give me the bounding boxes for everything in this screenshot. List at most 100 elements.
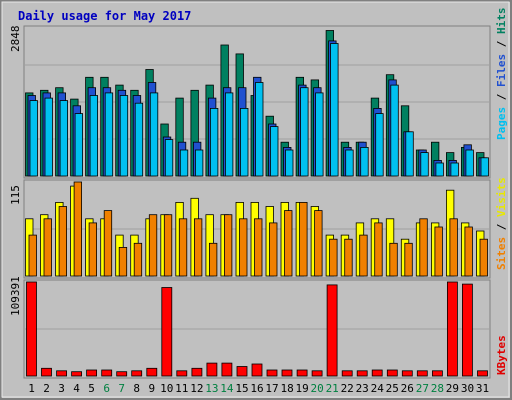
kbytes-bar-day-12 [191,367,203,377]
pages-bar-day-30 [465,149,474,177]
sites-bar-day-16 [254,218,263,277]
sites-bar-day-24 [374,222,383,277]
pages-bar-day-8 [134,102,144,177]
kbytes-bar-day-16 [251,363,263,377]
pages-bar-day-12 [194,149,204,177]
kbytes-bar-day-29 [446,281,458,377]
kbytes-max-label: 109391 [9,276,22,316]
kbytes-bar-day-4 [71,371,82,377]
day-label-24: 24 [371,382,385,395]
day-label-26: 26 [401,382,414,395]
hits-side-label-segment: Files [495,54,508,87]
sites-bar-day-12 [193,218,203,277]
pages-bar-day-19 [300,87,309,177]
pages-bar-day-3 [59,100,68,177]
pages-bar-day-23 [360,146,369,177]
sites-bar-day-14 [223,214,233,277]
day-label-2: 2 [43,382,50,395]
visits-side-label-segment: Visits [495,177,508,217]
pages-bar-day-26 [405,131,414,177]
day-label-31: 31 [476,382,489,395]
kbytes-bar-day-5 [86,369,97,377]
pages-bar-day-16 [255,82,264,177]
day-label-4: 4 [73,382,80,395]
pages-bar-day-21 [330,43,339,177]
day-label-21: 21 [326,382,339,395]
kbytes-bar-day-25 [386,369,398,377]
pages-bar-day-2 [44,97,53,177]
day-label-28: 28 [431,382,444,395]
kbytes-bar-day-19 [296,369,308,377]
kbytes-bar-day-8 [131,370,143,377]
kbytes-bar-day-2 [41,367,52,377]
day-label-9: 9 [148,382,155,395]
sites-bar-day-1 [28,234,37,277]
kbytes-side-label: KBytes [495,335,508,375]
sites-bar-day-19 [299,201,308,277]
pages-bar-day-20 [315,92,324,177]
sites-bar-day-23 [359,234,368,277]
kbytes-bar-day-24 [371,369,383,377]
kbytes-bar-day-13 [206,362,218,377]
day-label-19: 19 [295,382,308,395]
kbytes-bar-day-11 [176,370,188,377]
day-label-23: 23 [356,382,369,395]
visits-max-label: 115 [9,185,22,205]
pages-bar-day-17 [270,126,279,177]
chart-title: Daily usage for May 2017 [18,9,191,23]
pages-bar-day-1 [29,100,38,177]
kbytes-bar-day-23 [356,370,368,377]
hits-side-label: Pages / Files / Hits [495,8,508,141]
sites-bar-day-22 [344,238,353,277]
day-label-15: 15 [235,382,248,395]
pages-bar-day-9 [149,92,159,177]
pages-bar-day-24 [375,113,384,177]
sites-bar-day-5 [88,222,97,277]
kbytes-bar-day-31 [477,370,488,377]
pages-bar-day-29 [450,162,459,177]
sites-bar-day-27 [419,218,428,277]
side-labels: Pages / Files / Hits Sites / Visits KBytes [495,8,508,376]
x-axis-labels: 1 2 3 4 5 6 7 8 9 10 11 12 13 14 15 16 17 18 19 20 21 22 23 24 2… [28,382,489,395]
sites-bar-day-29 [449,218,458,277]
kbytes-bar-day-30 [461,283,473,377]
kbytes-bar-day-10 [161,287,173,377]
pages-bar-day-5 [89,95,98,177]
kbytes-bar-day-20 [311,370,323,377]
pages-bar-day-6 [104,92,114,177]
pages-bar-day-4 [74,113,83,177]
day-label-5: 5 [88,382,95,395]
hits-max-label: 2848 [9,26,22,53]
day-label-8: 8 [133,382,140,395]
day-label-10: 10 [160,382,173,395]
kbytes-bar-day-28 [431,370,443,377]
bars [25,30,489,377]
kbytes-bar-day-14 [221,362,233,377]
kbytes-bar-day-3 [56,370,67,377]
hits-side-label-segment: / [495,34,508,54]
day-label-3: 3 [58,382,65,395]
pages-bar-day-15 [240,108,249,177]
kbytes-bar-day-27 [416,370,428,377]
kbytes-bar-day-17 [266,369,278,377]
pages-bar-day-7 [119,95,129,177]
kbytes-bar-day-6 [101,369,113,377]
visits-side-label-segment: Sites [495,237,508,270]
pages-bar-day-31 [480,157,489,177]
sites-bar-day-15 [239,218,248,277]
sites-bar-day-9 [148,214,158,277]
day-label-17: 17 [265,382,278,395]
sites-bar-day-6 [103,210,113,277]
day-label-1: 1 [28,382,35,395]
sites-bar-day-30 [464,226,473,277]
pages-bar-day-22 [345,149,354,177]
sites-bar-day-8 [133,242,143,277]
sites-bar-day-25 [389,242,398,277]
day-label-7: 7 [118,382,125,395]
day-label-13: 13 [205,382,218,395]
sites-bar-day-2 [43,218,52,277]
day-label-30: 30 [461,382,474,395]
pages-bar-day-14 [224,92,234,177]
